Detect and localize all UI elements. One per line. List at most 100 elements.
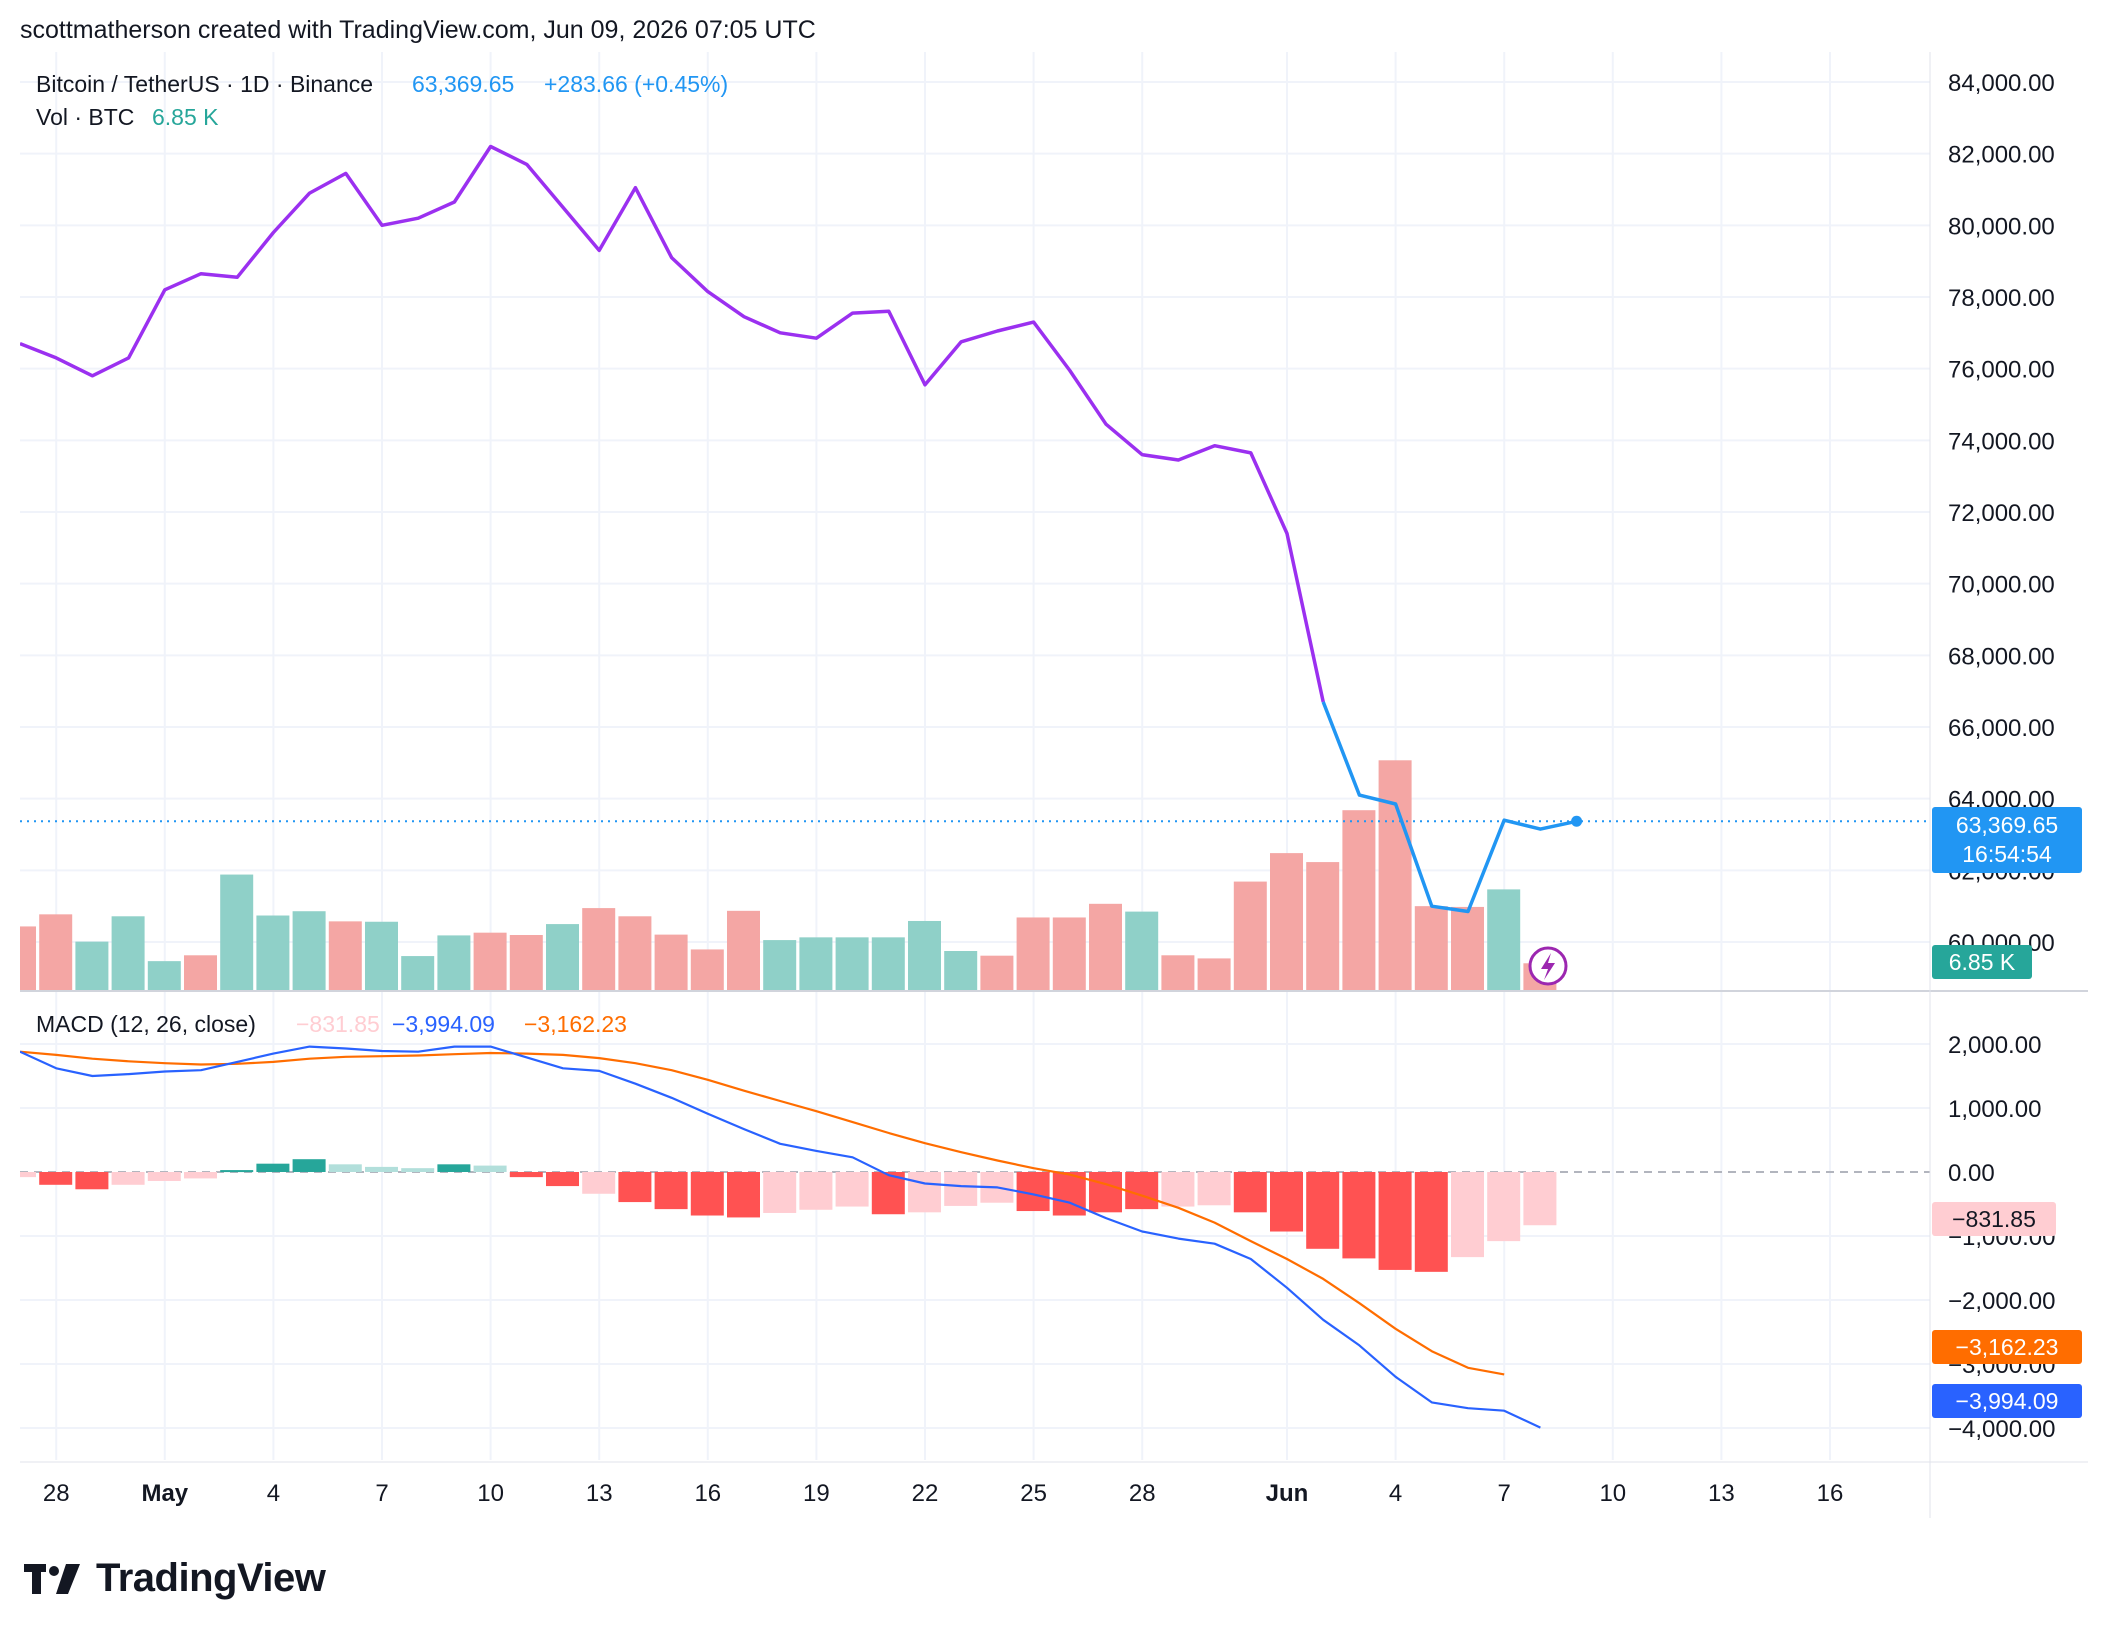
price-series[interactable] [19, 144, 1930, 914]
macd-histogram-bar [546, 1172, 579, 1187]
last-price-dot[interactable] [1571, 815, 1583, 827]
x-tick-label: May [141, 1480, 188, 1507]
macd-histogram-bar [256, 1163, 290, 1172]
volume-bar [437, 935, 471, 990]
legend-change: +283.66 (+0.45%) [544, 71, 728, 97]
volume-bar [1414, 906, 1448, 990]
chart-caption: scottmatherson created with TradingView.… [20, 16, 816, 44]
macd-signal-line[interactable] [19, 1050, 1505, 1376]
brand-name: TradingView [96, 1556, 326, 1600]
volume-bar [654, 934, 688, 990]
volume-bar [39, 914, 73, 990]
price-y-tick-label: 70,000.00 [1948, 572, 2055, 599]
volume-bar [147, 961, 181, 990]
tradingview-logo-icon [24, 1563, 80, 1594]
macd-histogram-bar [75, 1172, 109, 1190]
price-y-tick-label: 68,000.00 [1948, 643, 2055, 670]
price-line-early[interactable] [19, 144, 1325, 703]
volume-bar [546, 924, 579, 990]
macd-histogram-bar [3, 1172, 36, 1178]
volume-bar [980, 955, 1014, 990]
price-badge: 63,369.65 16:54:54 [1932, 807, 2082, 873]
macd-line[interactable] [19, 1045, 1541, 1429]
macd-histogram-bar [1161, 1172, 1195, 1207]
legend-price: 63,369.65 [412, 71, 514, 97]
macd-histogram-bar [1523, 1172, 1557, 1226]
macd-histogram-bar [1487, 1172, 1521, 1242]
macd-histogram-bar [727, 1172, 760, 1218]
macd-pane[interactable] [3, 1045, 1557, 1429]
volume-bar [871, 937, 905, 990]
volume-bar [1161, 955, 1195, 990]
price-y-tick-label: 66,000.00 [1948, 715, 2055, 742]
volume-bar [908, 920, 941, 990]
volume-bar [220, 874, 254, 990]
macd-y-tick-label: −4,000.00 [1948, 1416, 2055, 1443]
x-tick-label: 19 [803, 1480, 830, 1507]
price-line-recent[interactable] [1321, 701, 1577, 914]
x-tick-label: 13 [1708, 1480, 1735, 1507]
volume-bar [473, 932, 507, 990]
macd-histogram-bar [437, 1164, 471, 1172]
macd-y-tick-label: 1,000.00 [1948, 1096, 2041, 1123]
chart-background [20, 52, 2088, 1518]
volume-badge: 6.85 K [1932, 945, 2032, 979]
volume-bars [3, 760, 1557, 990]
macd-badge: −3,994.09 [1932, 1384, 2082, 1418]
volume-bar [582, 908, 616, 990]
volume-bar [509, 935, 543, 990]
macd-histogram-bar [184, 1172, 217, 1179]
legend-macd-label: MACD (12, 26, close) [36, 1011, 256, 1037]
volume-bar [1233, 881, 1267, 990]
macd-histogram-bar [1197, 1172, 1231, 1206]
chart-svg[interactable]: 28 May 4 7 10 13 16 19 22 25 28 Jun 4 7 10 13 16 84,000.0… [3, 52, 2088, 1518]
volume-bar [763, 940, 797, 990]
volume-bar [1125, 911, 1159, 990]
volume-bar [365, 921, 398, 990]
macd-badge-value: −3,994.09 [1956, 1388, 2059, 1414]
price-y-tick-label: 76,000.00 [1948, 357, 2055, 384]
price-y-tick-label: 78,000.00 [1948, 285, 2055, 312]
volume-bar [1342, 810, 1376, 990]
macd-histogram-bar [1306, 1172, 1340, 1249]
x-tick-label: 16 [1817, 1480, 1844, 1507]
macd-histogram-bar [799, 1172, 833, 1210]
legend-vol-value: 6.85 K [152, 104, 219, 130]
volume-bar [111, 916, 145, 990]
x-tick-label: 7 [1498, 1480, 1511, 1507]
macd-histogram-bar [1125, 1172, 1159, 1210]
macd-histogram-bar [582, 1172, 616, 1194]
volume-bar [1378, 760, 1412, 990]
x-tick-label: 4 [1389, 1480, 1402, 1507]
volume-bar [727, 910, 760, 990]
tradingview-logo[interactable]: TradingView [24, 1556, 326, 1601]
macd-histogram-bar [220, 1170, 254, 1173]
volume-bar [799, 937, 833, 990]
volume-bar [1089, 903, 1122, 990]
macd-y-tick-label: 0.00 [1948, 1160, 1995, 1187]
x-tick-label: 10 [1599, 1480, 1626, 1507]
volume-bar [944, 951, 978, 990]
lightning-icon[interactable] [1528, 946, 1568, 986]
macd-histogram-bar [690, 1172, 724, 1216]
x-tick-label: 16 [694, 1480, 721, 1507]
volume-bar [401, 956, 435, 990]
hist-badge-value: −831.85 [1952, 1206, 2036, 1232]
volume-bar [1197, 958, 1231, 990]
macd-histogram-bar [39, 1172, 73, 1185]
macd-histogram-bar [365, 1166, 398, 1172]
price-y-tick-label: 82,000.00 [1948, 142, 2055, 169]
volume-bar [292, 911, 326, 990]
x-tick-label: 10 [477, 1480, 504, 1507]
macd-histogram-bar [1342, 1172, 1376, 1259]
legend-macd-value: −3,994.09 [392, 1011, 495, 1037]
macd-histogram-bar [292, 1159, 326, 1172]
macd-histogram-bar [763, 1172, 797, 1213]
macd-histogram-bar [401, 1168, 435, 1172]
macd-histogram-bar [835, 1172, 869, 1207]
price-y-tick-label: 74,000.00 [1948, 428, 2055, 455]
signal-badge: −3,162.23 [1932, 1330, 2082, 1364]
legend-symbol: Bitcoin / TetherUS · 1D · Binance [36, 71, 373, 97]
x-tick-label: 22 [912, 1480, 939, 1507]
macd-histogram-bar [1233, 1172, 1267, 1213]
